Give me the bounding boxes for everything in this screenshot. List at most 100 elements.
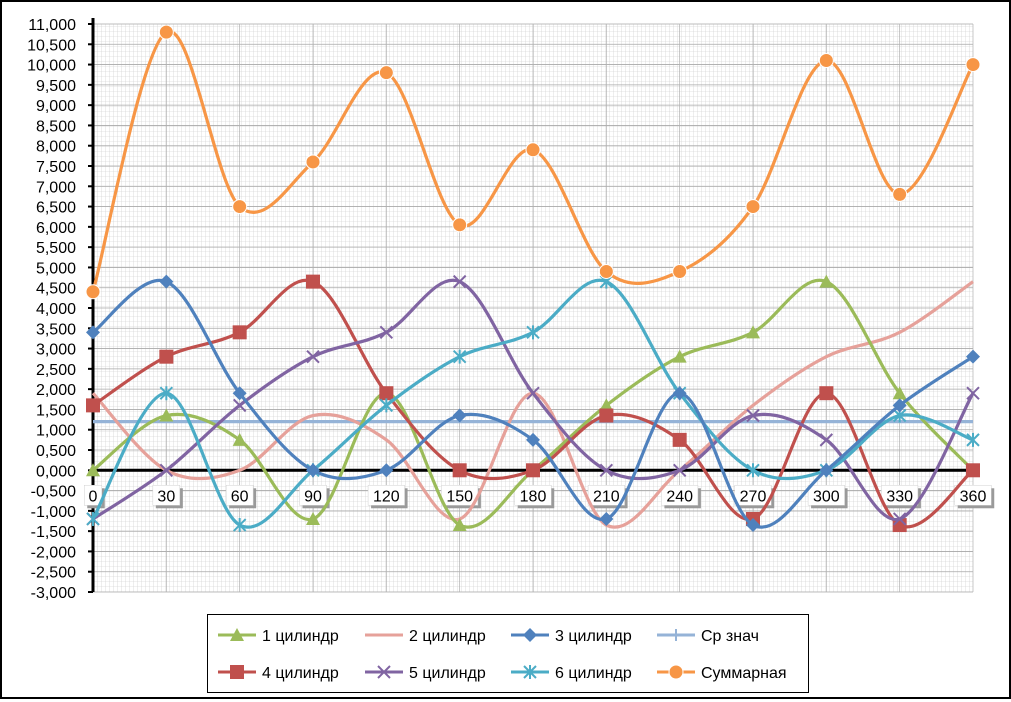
legend-label: 6 цилиндр [555,665,632,682]
data-point [672,349,687,363]
y-tick-label: 2,500 [36,362,76,379]
x-tick-label: 330 [886,488,913,505]
x-tick-label: 120 [373,488,400,505]
data-point [819,386,834,401]
data-point [672,463,687,477]
data-point [672,386,687,401]
data-point [452,518,467,532]
x-tick-box [225,485,254,506]
data-point [305,154,321,170]
data-point [672,263,688,279]
y-tick-label: 11,000 [28,17,76,34]
data-point [159,274,174,289]
data-point [232,518,247,533]
data-point [306,349,320,364]
y-tick-label: 1,000 [36,423,76,440]
data-point [379,463,394,478]
data-point [232,432,247,446]
data-point [819,274,834,288]
x-tick-label: 240 [666,488,693,505]
x-tick-label: 150 [446,488,473,505]
y-tick-label: -0,500 [31,484,76,501]
legend-item: 1 цилиндр [218,628,339,645]
y-tick-label: 4,000 [36,301,76,318]
data-point [306,274,320,289]
legend-label: Суммарная [701,665,787,682]
data-point [526,432,540,447]
data-point [526,463,540,478]
data-point [159,349,174,364]
y-tick-label: 7,500 [36,159,76,176]
y-tick-label: 4,500 [36,281,76,298]
y-tick-label: 6,500 [36,200,76,217]
y-tick-label: 0,000 [36,463,76,480]
data-point [746,518,760,533]
data-point [232,398,247,413]
y-tick-label: 10,500 [27,37,76,54]
legend-marker [377,665,391,679]
data-point [819,433,834,447]
legend-label: 3 цилиндр [555,628,632,645]
y-tick-label: 10,000 [27,58,76,75]
series-8 [85,24,981,300]
x-tick-label: 60 [231,488,249,505]
data-point [746,325,760,339]
x-tick-box [367,485,405,506]
data-point [378,65,394,81]
y-tick-label: 8,500 [36,118,76,135]
y-tick-label: 1,500 [36,402,76,419]
data-point [892,398,907,413]
legend-item: Суммарная [657,664,787,682]
y-tick-label: 3,500 [36,321,76,338]
data-point [966,463,980,478]
legend-label: 2 цилиндр [409,628,486,645]
x-tick-label: 30 [157,488,175,505]
data-point [892,512,907,526]
data-point [452,274,467,289]
data-point [745,199,761,215]
data-point [379,398,394,413]
x-tick-box [84,485,102,506]
data-point [452,349,467,364]
data-point [818,53,834,69]
y-tick-label: 5,000 [36,260,76,277]
legend-marker [523,665,537,679]
y-tick-label: -2,000 [31,544,76,561]
legend-marker [670,629,682,641]
y-tick-label: 2,000 [36,382,76,399]
x-tick-box [807,485,845,506]
y-tick-label: -3,000 [31,585,76,602]
legend-marker [523,628,537,642]
y-tick-label: -2,500 [31,565,76,582]
data-point [599,463,614,477]
data-point [599,511,614,526]
legend-marker [668,664,684,680]
data-point [526,386,540,400]
x-tick-box [299,485,327,506]
data-point [892,186,908,202]
x-tick-box [954,485,992,506]
data-point [892,386,907,400]
x-tick-label: 300 [813,488,840,505]
y-tick-label: 0,500 [36,443,76,460]
data-point [746,408,760,423]
x-tick-label: 90 [304,488,322,505]
legend-item: 3 цилиндр [511,628,632,645]
data-point [85,284,101,300]
data-point [452,463,467,478]
data-point [966,349,980,364]
data-point [819,463,834,478]
data-point [966,432,980,447]
data-point [86,511,100,526]
x-axis-tick-labels: 0 30 60 90 120 150 180 210 240 270 300 330 360 [84,485,995,509]
y-tick-label: 9,500 [36,78,76,95]
data-point [599,408,614,423]
data-point [232,386,247,401]
series-5 [86,274,980,533]
data-point [306,511,320,525]
legend-label: 5 цилиндр [409,665,486,682]
y-tick-label: 5,500 [36,240,76,257]
data-point [232,325,247,340]
series-line [91,278,974,529]
legend-item: 5 цилиндр [365,665,486,682]
